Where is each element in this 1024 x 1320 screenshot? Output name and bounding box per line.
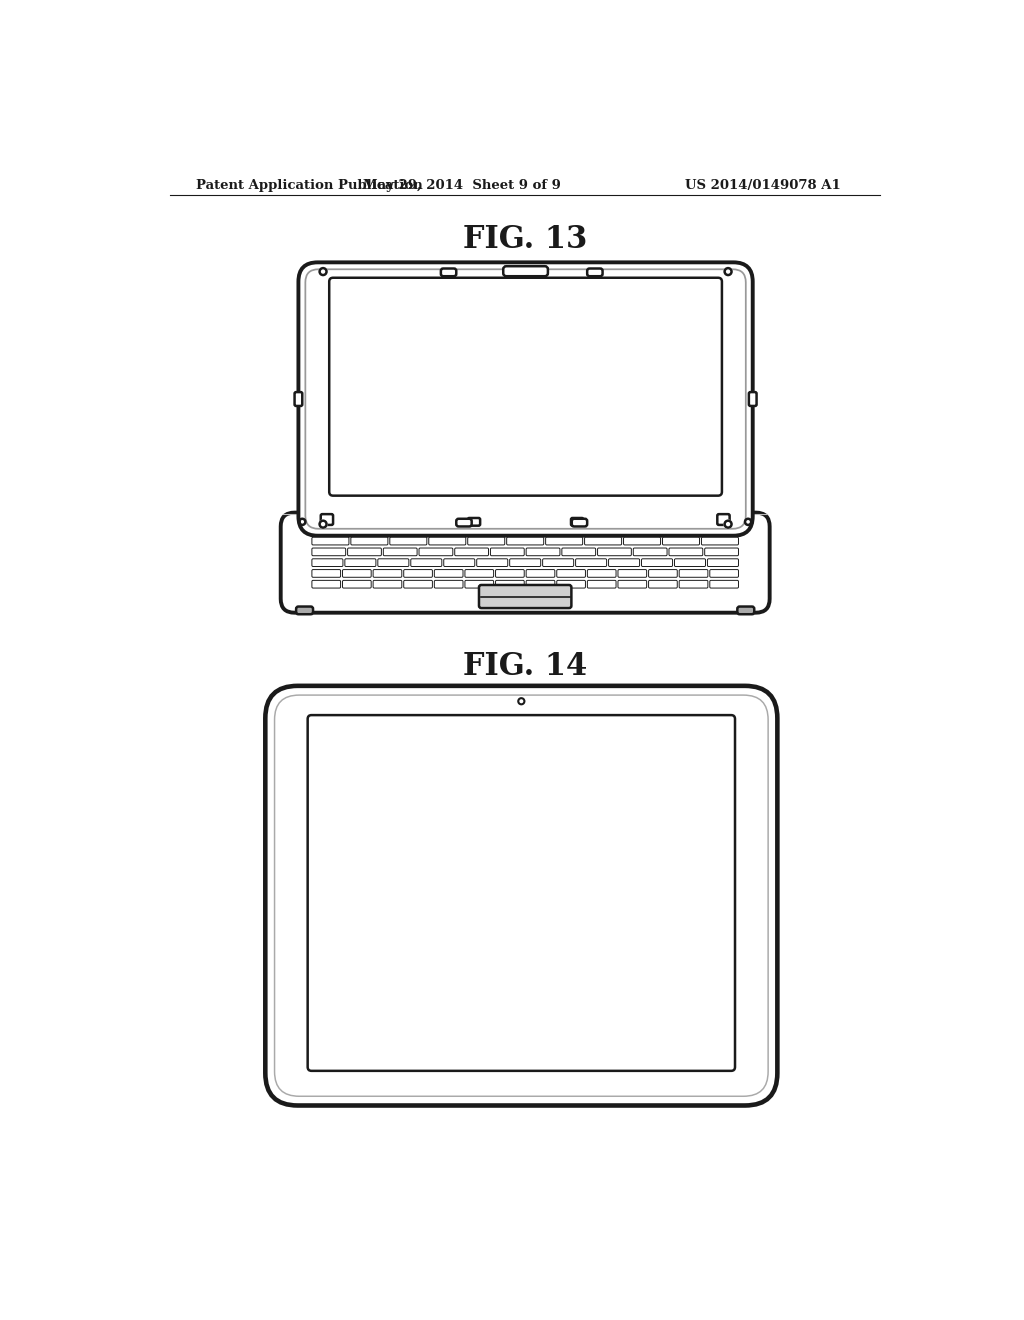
FancyBboxPatch shape bbox=[585, 537, 622, 545]
Circle shape bbox=[319, 520, 327, 528]
FancyBboxPatch shape bbox=[312, 570, 341, 577]
FancyBboxPatch shape bbox=[298, 263, 753, 536]
FancyBboxPatch shape bbox=[675, 558, 706, 566]
FancyBboxPatch shape bbox=[562, 548, 596, 556]
FancyBboxPatch shape bbox=[557, 581, 586, 589]
FancyBboxPatch shape bbox=[468, 537, 505, 545]
FancyBboxPatch shape bbox=[633, 548, 667, 556]
FancyBboxPatch shape bbox=[373, 581, 401, 589]
FancyBboxPatch shape bbox=[557, 570, 586, 577]
FancyBboxPatch shape bbox=[503, 267, 548, 276]
FancyBboxPatch shape bbox=[598, 548, 632, 556]
FancyBboxPatch shape bbox=[496, 570, 524, 577]
FancyBboxPatch shape bbox=[465, 581, 494, 589]
FancyBboxPatch shape bbox=[624, 537, 660, 545]
FancyBboxPatch shape bbox=[347, 548, 381, 556]
FancyBboxPatch shape bbox=[403, 581, 432, 589]
FancyBboxPatch shape bbox=[342, 570, 371, 577]
FancyBboxPatch shape bbox=[617, 570, 646, 577]
Text: US 2014/0149078 A1: US 2014/0149078 A1 bbox=[685, 178, 841, 191]
FancyBboxPatch shape bbox=[307, 715, 735, 1071]
FancyBboxPatch shape bbox=[701, 537, 738, 545]
FancyBboxPatch shape bbox=[429, 537, 466, 545]
FancyBboxPatch shape bbox=[305, 269, 745, 529]
FancyBboxPatch shape bbox=[526, 570, 555, 577]
FancyBboxPatch shape bbox=[419, 548, 453, 556]
FancyBboxPatch shape bbox=[373, 570, 401, 577]
FancyBboxPatch shape bbox=[679, 570, 708, 577]
FancyBboxPatch shape bbox=[295, 392, 302, 407]
FancyBboxPatch shape bbox=[457, 519, 472, 527]
FancyBboxPatch shape bbox=[434, 570, 463, 577]
FancyBboxPatch shape bbox=[526, 581, 555, 589]
FancyBboxPatch shape bbox=[749, 392, 757, 407]
FancyBboxPatch shape bbox=[679, 581, 708, 589]
FancyBboxPatch shape bbox=[345, 558, 376, 566]
Text: FIG. 13: FIG. 13 bbox=[463, 224, 587, 255]
FancyBboxPatch shape bbox=[265, 686, 777, 1106]
FancyBboxPatch shape bbox=[587, 268, 602, 276]
FancyBboxPatch shape bbox=[588, 570, 616, 577]
FancyBboxPatch shape bbox=[588, 581, 616, 589]
FancyBboxPatch shape bbox=[342, 581, 371, 589]
FancyBboxPatch shape bbox=[608, 558, 640, 566]
Text: Patent Application Publication: Patent Application Publication bbox=[196, 178, 423, 191]
FancyBboxPatch shape bbox=[648, 570, 677, 577]
FancyBboxPatch shape bbox=[274, 696, 768, 1096]
FancyBboxPatch shape bbox=[571, 517, 584, 525]
FancyBboxPatch shape bbox=[390, 537, 427, 545]
FancyBboxPatch shape bbox=[411, 558, 441, 566]
FancyBboxPatch shape bbox=[312, 537, 349, 545]
FancyBboxPatch shape bbox=[441, 268, 457, 276]
FancyBboxPatch shape bbox=[663, 537, 699, 545]
FancyBboxPatch shape bbox=[312, 558, 343, 566]
FancyBboxPatch shape bbox=[648, 581, 677, 589]
FancyBboxPatch shape bbox=[705, 548, 738, 556]
FancyBboxPatch shape bbox=[526, 548, 560, 556]
FancyBboxPatch shape bbox=[546, 537, 583, 545]
Text: May 29, 2014  Sheet 9 of 9: May 29, 2014 Sheet 9 of 9 bbox=[362, 178, 560, 191]
FancyBboxPatch shape bbox=[477, 558, 508, 566]
FancyBboxPatch shape bbox=[571, 519, 587, 527]
FancyBboxPatch shape bbox=[617, 581, 646, 589]
Circle shape bbox=[725, 268, 731, 275]
FancyBboxPatch shape bbox=[465, 570, 494, 577]
FancyBboxPatch shape bbox=[351, 537, 388, 545]
FancyBboxPatch shape bbox=[312, 581, 341, 589]
Circle shape bbox=[725, 520, 731, 528]
FancyBboxPatch shape bbox=[403, 570, 432, 577]
FancyBboxPatch shape bbox=[708, 558, 738, 566]
FancyBboxPatch shape bbox=[543, 558, 573, 566]
FancyBboxPatch shape bbox=[479, 585, 571, 609]
Text: FIG. 14: FIG. 14 bbox=[463, 651, 587, 682]
FancyBboxPatch shape bbox=[641, 558, 673, 566]
Circle shape bbox=[517, 697, 525, 705]
FancyBboxPatch shape bbox=[496, 581, 524, 589]
FancyBboxPatch shape bbox=[383, 548, 417, 556]
FancyBboxPatch shape bbox=[281, 512, 770, 612]
FancyBboxPatch shape bbox=[321, 515, 333, 525]
Circle shape bbox=[319, 268, 327, 275]
FancyBboxPatch shape bbox=[455, 548, 488, 556]
FancyBboxPatch shape bbox=[510, 558, 541, 566]
FancyBboxPatch shape bbox=[490, 548, 524, 556]
FancyBboxPatch shape bbox=[443, 558, 475, 566]
FancyBboxPatch shape bbox=[434, 581, 463, 589]
FancyBboxPatch shape bbox=[296, 607, 313, 614]
FancyBboxPatch shape bbox=[669, 548, 702, 556]
FancyBboxPatch shape bbox=[717, 515, 730, 525]
FancyBboxPatch shape bbox=[468, 517, 480, 525]
FancyBboxPatch shape bbox=[575, 558, 606, 566]
FancyBboxPatch shape bbox=[378, 558, 409, 566]
FancyBboxPatch shape bbox=[737, 607, 755, 614]
FancyBboxPatch shape bbox=[507, 537, 544, 545]
FancyBboxPatch shape bbox=[710, 570, 738, 577]
FancyBboxPatch shape bbox=[710, 581, 738, 589]
FancyBboxPatch shape bbox=[312, 548, 346, 556]
FancyBboxPatch shape bbox=[330, 277, 722, 496]
